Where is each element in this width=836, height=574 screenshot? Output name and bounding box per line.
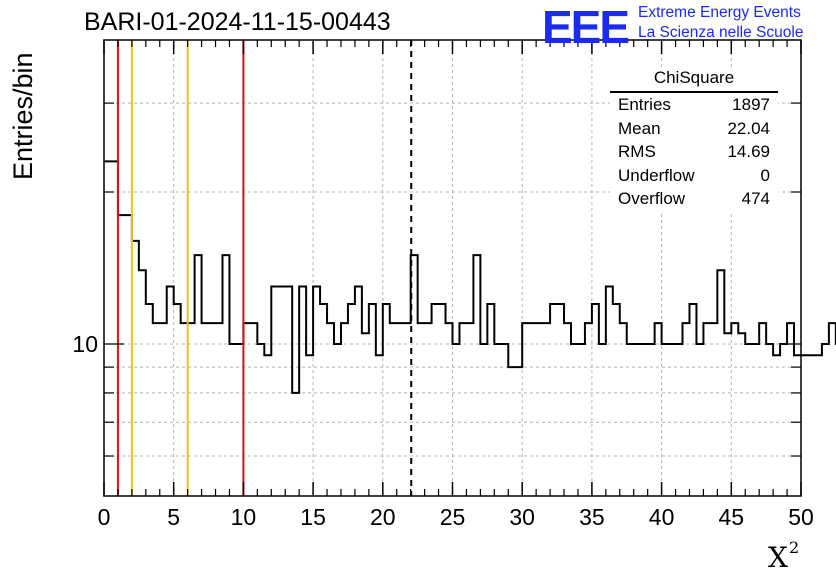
logo-line-1: Extreme Energy Events (638, 4, 801, 21)
stats-row: Underflow 0 (610, 164, 778, 188)
stats-box: ChiSquare Entries 1897 Mean 22.04 RMS 14… (610, 68, 778, 211)
x-tick-label: 40 (649, 504, 675, 530)
x-tick-label: 10 (231, 504, 257, 530)
axes: 0 5 10 15 20 25 30 35 40 45 50 10 (72, 39, 814, 530)
x-tick-label: 25 (440, 504, 466, 530)
x-tick-label: 20 (370, 504, 396, 530)
stats-value: 1897 (732, 95, 770, 114)
stats-value: 474 (741, 189, 770, 208)
stats-value: 22.04 (727, 118, 770, 138)
stats-value: 0 (760, 165, 770, 185)
stats-label: RMS (618, 142, 656, 161)
chart-title: BARI-01-2024-11-15-00443 (84, 8, 391, 36)
reference-lines (116, 40, 413, 496)
x-tick-label: 5 (167, 504, 180, 530)
y-axis-label: Entries/bin (8, 52, 38, 180)
x-tick-label: 30 (509, 504, 535, 530)
stats-title: ChiSquare (610, 68, 778, 93)
stats-label: Mean (618, 118, 661, 138)
x-tick-label: 35 (579, 504, 605, 530)
stats-label: Underflow (618, 165, 695, 185)
stats-label: Overflow (618, 189, 686, 208)
stats-label: Entries (618, 95, 671, 114)
logo-line-2: La Scienza nelle Scuole (638, 24, 804, 41)
stats-row: Mean 22.04 (610, 117, 778, 141)
stats-row: Entries 1897 (610, 93, 778, 117)
x-tick-label: 0 (98, 504, 111, 530)
x-tick-label: 50 (788, 504, 814, 530)
x-axis-label: X2 (768, 538, 800, 574)
x-tick-label: 15 (300, 504, 326, 530)
stats-row: Overflow 474 (610, 187, 778, 211)
x-tick-label: 45 (719, 504, 745, 530)
logo-mark: EEE (542, 1, 630, 53)
stats-row: RMS 14.69 (610, 140, 778, 164)
y-tick-label: 10 (72, 331, 98, 357)
stats-value: 14.69 (727, 142, 770, 161)
